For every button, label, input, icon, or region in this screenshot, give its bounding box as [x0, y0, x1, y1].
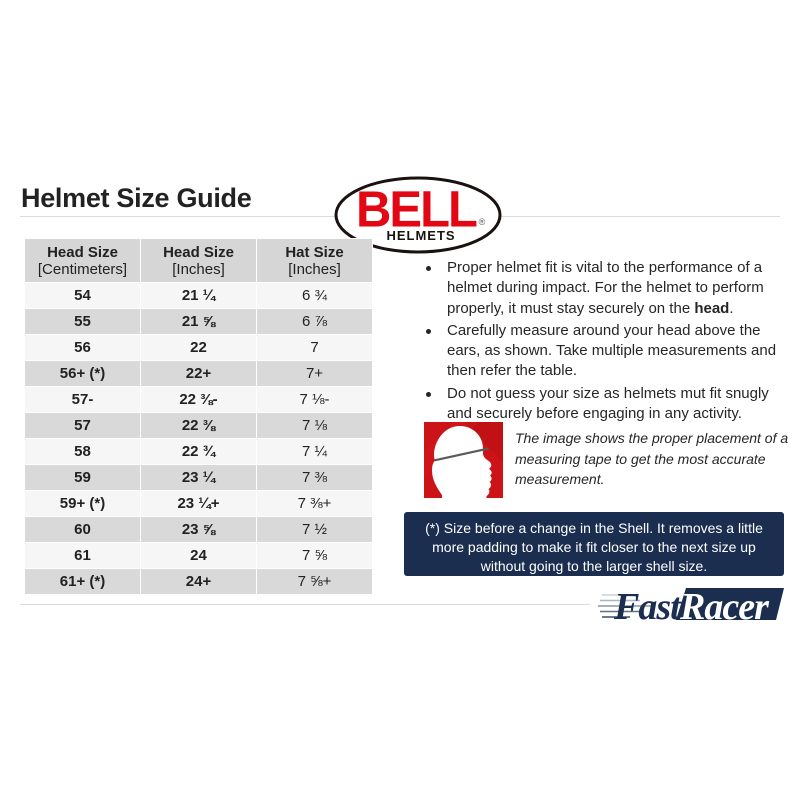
svg-text:HELMETS: HELMETS	[386, 228, 455, 243]
svg-text:Fast: Fast	[613, 587, 682, 628]
svg-text:Racer: Racer	[679, 587, 770, 628]
svg-text:®: ®	[479, 217, 486, 227]
